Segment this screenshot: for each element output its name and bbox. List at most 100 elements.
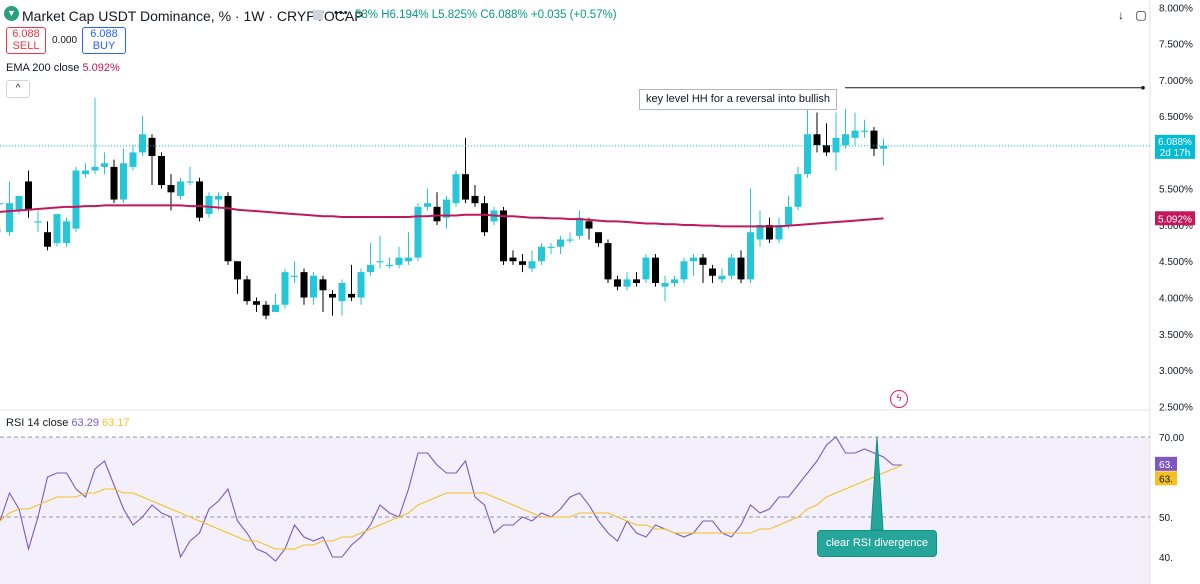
rsi-axis-label: 50. xyxy=(1159,513,1173,524)
candle xyxy=(813,134,821,146)
candle xyxy=(414,206,422,258)
candle xyxy=(215,195,222,200)
buy-price: 6.088 xyxy=(90,28,118,40)
ohlc-readout: 53% H6.194% L5.825% C6.088% +0.035 (+0.5… xyxy=(355,9,617,21)
candle xyxy=(585,221,593,229)
rsi-value-tag xyxy=(1155,456,1177,471)
candle xyxy=(756,224,764,240)
candle xyxy=(832,137,840,153)
candle xyxy=(766,224,773,240)
rsi-legend[interactable]: RSI 14 close 63.29 63.17 xyxy=(6,417,130,429)
ema-legend-value: 5.092% xyxy=(82,62,120,74)
candle xyxy=(424,203,431,207)
candle xyxy=(91,166,99,171)
candle xyxy=(338,283,346,302)
candle xyxy=(205,195,213,215)
candle xyxy=(452,174,460,204)
candle xyxy=(196,181,203,218)
sell-price: 6.088 xyxy=(12,28,40,40)
price-axis-label: 4.000% xyxy=(1159,294,1193,305)
lightning-icon[interactable]: ϟ xyxy=(890,390,908,408)
candle xyxy=(519,261,526,265)
candle xyxy=(158,156,165,186)
flag-icon[interactable] xyxy=(313,10,323,20)
candle xyxy=(604,243,612,280)
fullscreen-icon[interactable]: ▢ xyxy=(1135,8,1147,22)
candle xyxy=(167,185,175,193)
ohlc-low: L5.825% xyxy=(431,9,478,21)
candle xyxy=(785,206,792,225)
countdown-label: 2d 17h xyxy=(1160,148,1191,159)
last-price-tag xyxy=(1155,134,1195,159)
candle xyxy=(870,130,878,149)
candle xyxy=(747,232,754,280)
candle xyxy=(281,272,289,305)
symbol-title[interactable]: Market Cap USDT Dominance, % · 1W · CRYP… xyxy=(22,8,364,24)
sell-button[interactable]: 6.088 SELL xyxy=(6,27,46,54)
candle xyxy=(262,304,270,316)
candle xyxy=(851,130,859,138)
candle xyxy=(186,181,194,183)
candle xyxy=(861,130,868,132)
rsi-value-tag-text: 63. xyxy=(1159,460,1173,471)
rsi-layer xyxy=(0,436,903,562)
ema-line xyxy=(0,204,884,228)
price-axis-label: 7.500% xyxy=(1159,40,1193,51)
candle xyxy=(804,134,811,175)
candle xyxy=(718,275,726,280)
rsi-value-tag xyxy=(1155,471,1177,486)
candle xyxy=(794,174,802,207)
candle xyxy=(566,239,574,241)
candle xyxy=(376,261,384,263)
ema-legend[interactable]: EMA 200 close 5.092% xyxy=(6,62,120,74)
candle xyxy=(737,257,745,280)
collapse-legend-button[interactable]: ^ xyxy=(6,80,30,98)
key-level-note[interactable]: key level HH for a reversal into bullish xyxy=(639,89,838,110)
candle xyxy=(177,181,184,196)
chart-header: ▼ Market Cap USDT Dominance, % · 1W · CR… xyxy=(0,0,1150,30)
candle xyxy=(680,261,688,280)
candle xyxy=(63,221,70,244)
ohlc-high: H6.194% xyxy=(381,9,429,21)
candle xyxy=(775,224,783,240)
candle xyxy=(709,268,716,276)
price-axis-label: 8.000% xyxy=(1159,3,1193,14)
buy-button[interactable]: 6.088 BUY xyxy=(82,27,126,54)
price-axis-label: 3.500% xyxy=(1159,330,1193,341)
divergence-callout[interactable]: clear RSI divergence xyxy=(817,530,937,557)
rsi-ma-legend-value: 63.17 xyxy=(102,417,130,429)
candle xyxy=(53,214,61,244)
price-axis-label: 3.000% xyxy=(1159,366,1193,377)
candle xyxy=(557,239,564,247)
rsi-line xyxy=(0,436,903,562)
overlays-layer xyxy=(0,86,1150,228)
price-axis: 8.000%7.500%7.000%6.500%6.000%5.500%5.00… xyxy=(1155,3,1195,564)
candle xyxy=(120,163,127,200)
candle xyxy=(614,279,621,287)
candle xyxy=(319,279,327,291)
candle xyxy=(471,195,479,204)
price-axis-label: 7.000% xyxy=(1159,76,1193,87)
candle xyxy=(595,232,602,244)
candle xyxy=(6,203,13,233)
candle xyxy=(15,195,23,211)
candles-layer xyxy=(0,97,887,320)
candle xyxy=(129,152,137,167)
candle xyxy=(243,279,251,302)
spread-value: 0.000 xyxy=(52,35,78,46)
candle xyxy=(0,203,4,205)
candle xyxy=(500,210,507,262)
price-axis-label: 5.500% xyxy=(1159,185,1193,196)
price-axis-label: 2.500% xyxy=(1159,402,1193,413)
candle xyxy=(652,257,659,284)
more-dots-icon[interactable]: ••• xyxy=(334,7,349,19)
rsi-value-tag-text: 63. xyxy=(1159,474,1173,485)
candle xyxy=(148,137,156,157)
arrow-down-icon[interactable]: ↓ xyxy=(1118,8,1124,22)
candle xyxy=(357,272,365,298)
candle xyxy=(253,301,260,305)
key-level-endpoint[interactable] xyxy=(1141,86,1145,90)
candle xyxy=(395,257,403,265)
candle xyxy=(110,166,118,200)
